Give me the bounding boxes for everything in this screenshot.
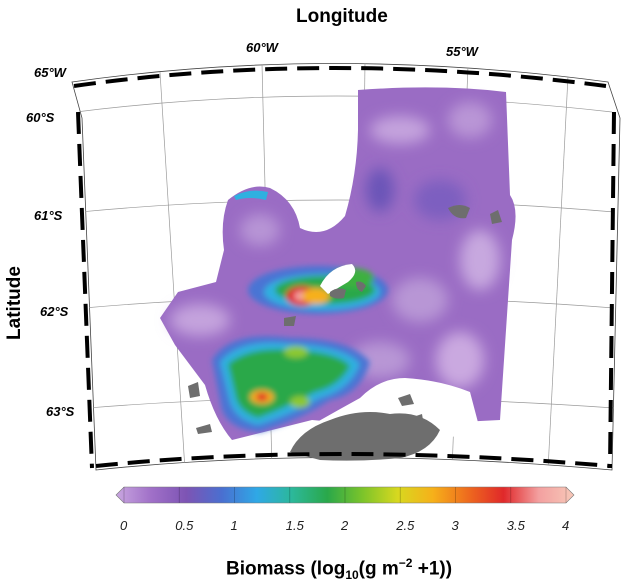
x-axis-title: Longitude	[296, 6, 388, 27]
colorbar	[115, 486, 575, 504]
colorbar-tick-label: 2.5	[396, 518, 415, 533]
colorbar-title-main: Biomass (log	[226, 558, 346, 580]
y-axis-title: Latitude	[3, 266, 25, 340]
biomass-field	[160, 87, 516, 440]
colorbar-title-sup: −2	[398, 556, 413, 570]
colorbar-title: Biomass (log10(g m−2 +1))	[226, 556, 452, 582]
longitude-tick-55w: 55°W	[446, 44, 478, 59]
map-border-dashes	[73, 66, 616, 469]
colorbar-tick-label: 1	[230, 518, 238, 533]
land-masses	[188, 205, 502, 461]
latitude-tick-62s: 62°S	[40, 304, 69, 319]
colorbar-ticks	[123, 487, 567, 503]
latitude-tick-63s: 63°S	[46, 404, 75, 419]
colorbar-title-end: +1))	[412, 558, 453, 580]
longitude-tick-60w: 60°W	[246, 40, 278, 55]
colorbar-tick-label: 3.5	[506, 518, 525, 533]
map-frame	[71, 63, 621, 471]
colorbar-tick-label: 2	[341, 518, 349, 533]
latitude-tick-60s: 60°S	[26, 110, 55, 125]
colorbar-title-sub: 10	[345, 568, 359, 583]
colorbar-title-mid: (g m	[358, 558, 399, 580]
colorbar-tick-label: 4	[562, 518, 570, 533]
colorbar-tick-label: 0.5	[175, 518, 194, 533]
longitude-tick-65w: 65°W	[34, 65, 66, 80]
colorbar-tick-label: 1.5	[285, 518, 304, 533]
colorbar-tick-label: 3	[451, 518, 459, 533]
colorbar-tick-label: 0	[120, 518, 128, 533]
colorbar-bar	[115, 486, 575, 504]
latitude-tick-61s: 61°S	[34, 208, 63, 223]
